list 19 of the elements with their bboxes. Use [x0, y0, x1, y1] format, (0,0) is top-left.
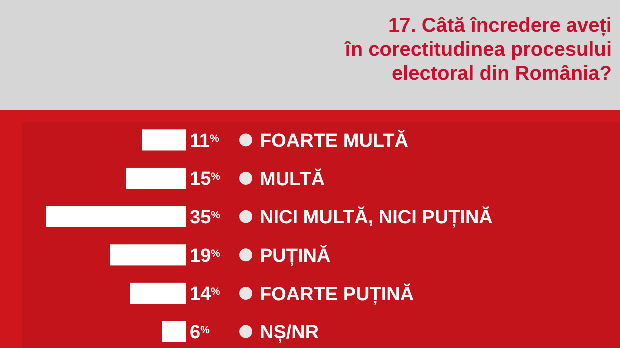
y-tick-label: NȘ/NR: [260, 322, 320, 344]
y-tick-label: FOARTE MULTĂ: [260, 130, 409, 152]
y-tick-label: FOARTE PUȚINĂ: [260, 283, 414, 306]
data-label: 19$^{%}$: [190, 246, 220, 267]
text: 17. Câtă încredere aveți în corectitudinea procesului electoral din România?: [344, 15, 612, 85]
bar: [142, 130, 186, 151]
y-tick-label: NICI MULTĂ, NICI PUȚINĂ: [260, 206, 494, 229]
bar: [130, 282, 186, 304]
bar: [126, 168, 186, 190]
bar: [162, 321, 186, 342]
data-label: 14$^{%}$: [190, 284, 220, 306]
bar: [110, 244, 186, 266]
y-tick-label: PUȚINĂ: [260, 245, 331, 267]
data-label: 6$^{%}$: [190, 322, 210, 344]
data-label: 15$^{%}$: [190, 169, 220, 190]
data-label: 11$^{%}$: [190, 130, 220, 152]
y-tick-label: MULTĂ: [260, 168, 326, 190]
bar: [46, 206, 186, 228]
data-label: 35$^{%}$: [190, 207, 220, 228]
